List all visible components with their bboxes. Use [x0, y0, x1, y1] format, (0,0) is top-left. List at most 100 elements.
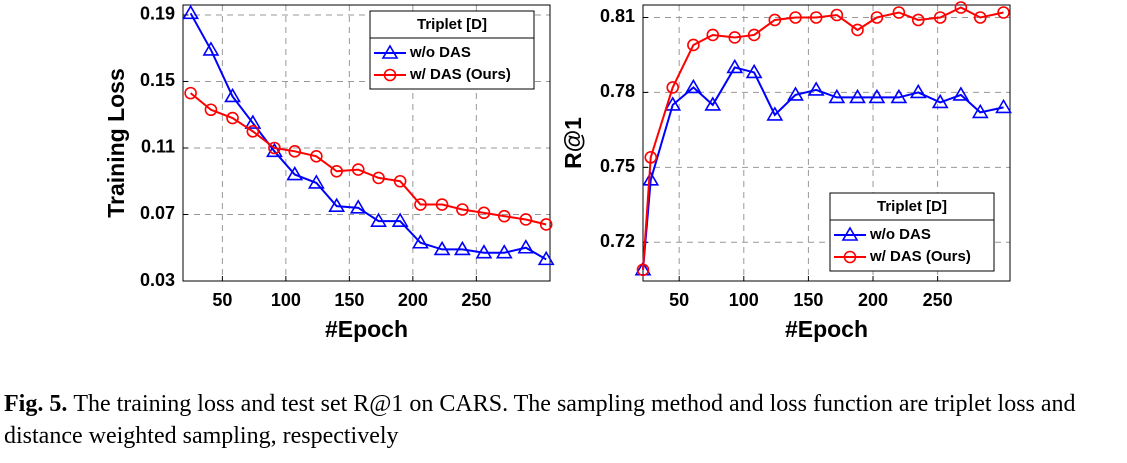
- marker: [728, 31, 742, 44]
- marker: [768, 13, 782, 27]
- legend-label: w/ DAS (Ours): [409, 66, 511, 83]
- marker: [911, 13, 925, 27]
- marker: [726, 58, 744, 74]
- x-tick-label: 50: [669, 290, 689, 310]
- y-tick-label: 0.75: [600, 156, 635, 176]
- marker: [244, 114, 262, 129]
- marker: [391, 212, 409, 227]
- marker: [328, 197, 346, 212]
- y-tick-label: 0.81: [600, 6, 635, 26]
- y-tick-label: 0.11: [141, 137, 175, 157]
- marker: [475, 244, 493, 259]
- y-axis-label: Training Loss: [103, 68, 129, 218]
- marker: [307, 174, 325, 189]
- marker: [349, 199, 367, 214]
- marker: [828, 88, 846, 104]
- legend-title: Triplet [D]: [417, 16, 487, 33]
- marker: [933, 11, 947, 24]
- series-line: [642, 66, 1004, 270]
- legend-label: w/ DAS (Ours): [869, 248, 971, 265]
- marker: [706, 28, 720, 42]
- y-tick-label: 0.78: [600, 81, 635, 101]
- marker: [685, 78, 702, 94]
- series-line: [189, 92, 547, 226]
- marker: [909, 83, 927, 99]
- marker: [809, 11, 823, 24]
- marker: [310, 150, 323, 163]
- y-tick-label: 0.72: [600, 231, 635, 251]
- marker: [892, 6, 906, 19]
- y-tick-label: 0.15: [140, 70, 175, 90]
- marker: [517, 239, 535, 254]
- marker: [268, 141, 281, 155]
- marker: [204, 103, 218, 117]
- marker: [766, 106, 784, 121]
- marker: [497, 209, 511, 223]
- x-tick-label: 100: [729, 290, 759, 310]
- x-axis-label: #Epoch: [785, 316, 868, 342]
- marker: [851, 23, 864, 37]
- marker: [995, 98, 1012, 114]
- caption-text: The training loss and test set R@1 on CA…: [4, 391, 1076, 449]
- marker: [184, 86, 197, 100]
- marker: [266, 142, 283, 158]
- marker: [453, 240, 471, 256]
- x-tick-label: 150: [334, 290, 364, 310]
- x-tick-label: 250: [461, 290, 491, 310]
- marker: [789, 11, 802, 24]
- marker: [351, 163, 365, 176]
- legend-marker: [841, 226, 859, 241]
- marker: [954, 1, 968, 14]
- marker: [330, 164, 343, 178]
- marker: [830, 8, 844, 22]
- marker: [890, 88, 908, 104]
- legend-title: Triplet [D]: [877, 198, 947, 215]
- marker: [495, 244, 513, 259]
- marker: [477, 206, 491, 220]
- marker: [666, 81, 680, 94]
- marker: [644, 151, 658, 164]
- marker: [456, 203, 469, 216]
- marker: [687, 38, 700, 52]
- marker: [537, 250, 555, 266]
- y-tick-label: 0.03: [140, 270, 175, 290]
- marker: [372, 171, 385, 185]
- marker: [393, 174, 407, 188]
- marker: [414, 198, 427, 211]
- legend-marker: [843, 250, 857, 264]
- legend-label: w/o DAS: [869, 226, 931, 243]
- marker: [288, 145, 302, 158]
- y-axis-label: R@1: [560, 117, 586, 169]
- marker: [664, 96, 682, 111]
- marker: [952, 86, 970, 101]
- marker: [370, 212, 387, 227]
- marker: [973, 11, 987, 24]
- marker: [182, 4, 200, 20]
- y-tick-label: 0.19: [140, 4, 175, 24]
- figure: 50 100 150 200 250 0.03 0.07 0.11 0.15 0.19 #Epoch…: [103, 1, 1012, 342]
- marker: [202, 41, 220, 56]
- y-tick-label: 0.07: [140, 203, 175, 223]
- marker: [224, 87, 241, 103]
- marker: [519, 213, 533, 226]
- marker: [971, 103, 989, 119]
- caption: Fig. 5. The training loss and test set R@…: [4, 388, 1124, 452]
- marker: [997, 6, 1010, 19]
- marker: [747, 28, 761, 42]
- marker: [870, 11, 884, 24]
- marker: [226, 111, 239, 125]
- legend-marker: [383, 68, 397, 82]
- x-axis-label: #Epoch: [325, 316, 408, 342]
- x-tick-label: 50: [212, 290, 232, 310]
- x-tick-label: 150: [793, 290, 823, 310]
- marker: [412, 234, 429, 249]
- plot-frame: [182, 4, 551, 282]
- marker: [704, 96, 722, 111]
- x-tick-label: 250: [923, 290, 953, 310]
- plot-frame: [642, 4, 1011, 282]
- marker: [931, 93, 949, 109]
- x-tick-label: 100: [271, 290, 301, 310]
- marker: [539, 218, 553, 231]
- marker: [745, 63, 763, 79]
